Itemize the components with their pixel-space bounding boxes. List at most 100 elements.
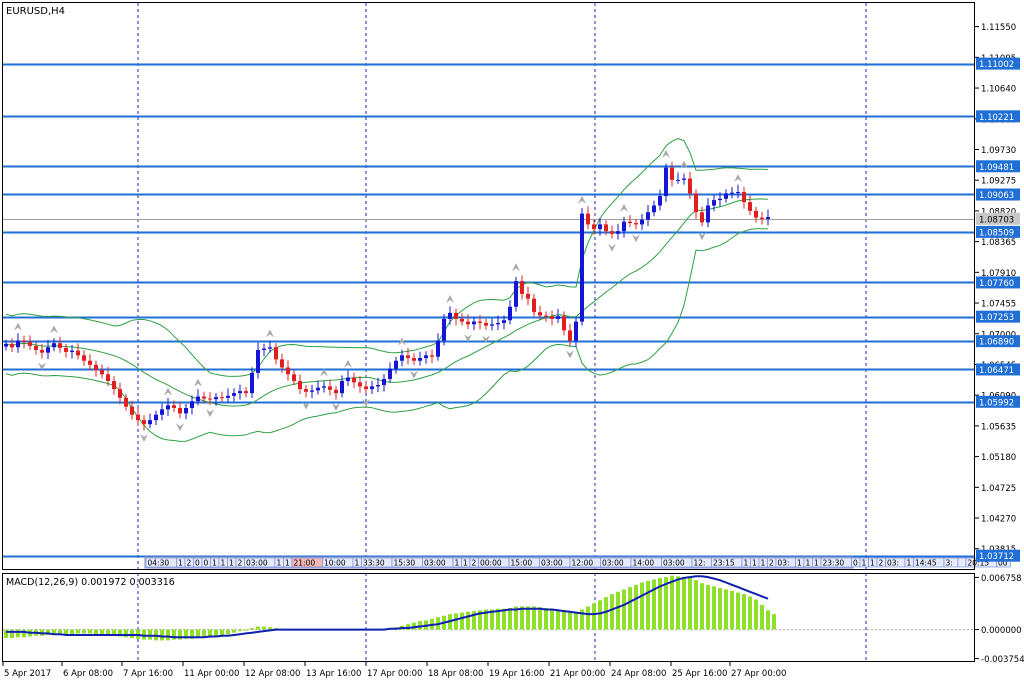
price-level-tag-bg [976,212,1020,225]
macd-histogram-bar [574,611,578,630]
price-level-tag-bg [976,276,1020,289]
session-cell-label: 15:30 [394,559,416,568]
candle-body [688,178,692,194]
candle-body [706,205,710,223]
candle [688,172,692,200]
session-cell-label: 2 [472,559,477,568]
candle [466,314,470,330]
session-cell-label: 2 [769,559,774,568]
candle-body [598,224,602,230]
macd-histogram-bar [178,629,182,640]
fractal-up-arrow [512,263,520,272]
candle [754,206,758,223]
macd-histogram-bar [526,606,530,630]
price-axis-label: 1.10640 [981,85,1016,95]
candle-body [664,167,668,197]
macd-histogram-bar [166,629,170,641]
candle-body [118,389,122,398]
macd-indicator-label: MACD(12,26,9) 0.001972 0.003316 [6,577,175,588]
macd-histogram-bar [556,609,560,630]
candle-body [4,343,8,347]
macd-histogram-bar [454,613,458,630]
macd-histogram-bar [520,606,524,630]
candle-body [172,405,176,408]
candle [232,388,236,402]
price-level-tag-label: 1.09481 [979,163,1014,173]
session-cell-label: 1 [212,559,217,568]
bollinger-upper-band [5,138,769,377]
macd-histogram-bar [598,600,602,630]
price-level-tag-label: 1.03712 [979,552,1014,562]
candle [310,384,314,399]
macd-histogram-bar [4,629,8,639]
macd-histogram-bar [160,629,164,641]
candle-body [124,397,128,407]
candle [124,393,128,411]
candle-body [634,223,638,225]
fractal-up-arrow [680,160,688,169]
macd-histogram-bar [706,584,710,630]
fractal-up-arrow [344,359,352,368]
candle [118,382,122,405]
macd-histogram-bar [472,611,476,630]
candle [70,344,74,359]
session-cell-label: 12:00 [572,559,594,568]
price-axis-label: 1.11550 [981,23,1016,33]
candle-body [766,216,770,219]
candle [58,336,62,353]
macd-histogram-bar [58,629,62,635]
session-cell-label: 1 [870,559,875,568]
candle [598,217,602,236]
candle-body [742,192,746,203]
candle [190,395,194,415]
macd-pane-frame [2,573,975,662]
candle-body [430,355,434,357]
candle [508,300,512,325]
session-cell-label: 10:00 [324,559,346,568]
macd-histogram-bar [64,629,68,635]
candle-body [610,231,614,234]
macd-histogram-bar [736,592,740,630]
candle [262,343,266,357]
session-cell-label: 23:30 [823,559,845,568]
macd-histogram-bar [478,610,482,630]
price-level-tag-label: 1.06890 [979,338,1014,348]
candle-body [64,347,68,352]
macd-signal-line [6,575,769,639]
candle-body [586,213,590,225]
candle-body [628,221,632,224]
macd-histogram-bar [244,629,248,631]
macd-histogram-bar [88,629,92,634]
macd-histogram-bar [766,610,770,630]
session-cell-label: 14:45 [915,559,937,568]
candle [286,360,290,381]
fractal-down-arrow [482,335,490,344]
candle [238,384,242,400]
candle [580,207,584,326]
time-axis-label: 25 Apr 16:00 [672,669,727,679]
session-cell-label: 2 [879,559,884,568]
macd-histogram-bar [562,610,566,630]
candle-body [142,420,146,425]
price-level-tag: 1.06890 [976,335,1020,348]
candle [22,335,26,349]
candle [412,353,416,365]
candle [400,349,404,367]
candle-body [730,192,734,194]
price-level-tag: 1.08509 [976,225,1020,238]
macd-histogram-bar [250,628,254,630]
session-cell-label: 03:00 [246,559,268,568]
macd-histogram-bar [16,629,20,638]
price-axis-label: 1.05635 [981,422,1016,432]
candle [88,354,92,371]
candle-body [238,391,242,394]
candle-body [724,193,728,199]
macd-histogram-bar [70,629,74,635]
session-cell-label: 21:00 [294,559,316,568]
macd-histogram-bar [742,594,746,630]
candle [280,353,284,374]
candle-body [472,321,476,325]
candle [610,225,614,239]
fractal-up-arrow [50,325,58,334]
